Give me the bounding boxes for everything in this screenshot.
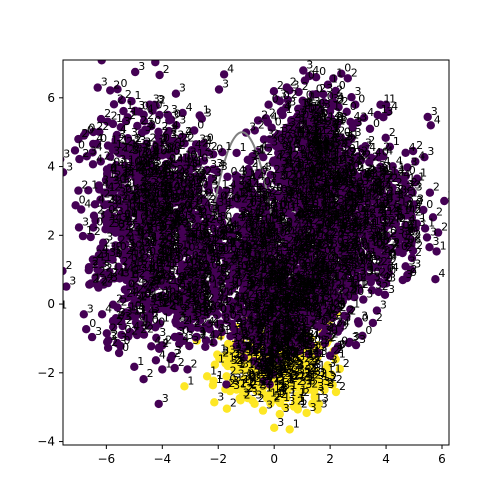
point-label: 2	[161, 134, 168, 147]
point-label: 3	[82, 215, 89, 228]
point-label: 3	[186, 202, 193, 215]
data-point	[311, 367, 320, 376]
point-label: 3	[63, 147, 70, 160]
data-point	[308, 399, 317, 408]
data-point	[327, 370, 336, 379]
data-point	[180, 382, 189, 391]
point-label: 3	[121, 211, 128, 224]
point-label: 2	[129, 109, 136, 122]
points-layer	[63, 60, 449, 434]
point-label: 0	[148, 193, 155, 206]
point-label: 1	[109, 168, 116, 181]
data-point	[274, 376, 283, 386]
point-label: 1	[229, 351, 236, 364]
point-label: 2	[230, 397, 237, 410]
point-label: 3	[250, 370, 257, 383]
point-label: 1	[187, 374, 194, 387]
data-point	[290, 399, 300, 409]
point-label: 2	[96, 120, 103, 133]
data-point	[225, 386, 235, 396]
point-label: 2	[126, 135, 133, 148]
point-label: 0	[78, 138, 85, 151]
data-point	[278, 363, 287, 373]
point-label: 2	[147, 367, 154, 380]
point-label: 3	[242, 358, 249, 371]
point-label: 3	[150, 214, 157, 227]
data-point	[239, 389, 248, 399]
data-point	[275, 370, 284, 379]
data-point	[209, 376, 218, 385]
point-label: 2	[113, 78, 120, 91]
point-label: 2	[121, 192, 128, 205]
point-label: 2	[147, 152, 154, 165]
point-label: 1	[293, 417, 300, 430]
data-point	[302, 408, 311, 418]
point-label: 3	[138, 60, 145, 73]
point-label: 3	[280, 382, 287, 395]
data-point	[210, 398, 219, 407]
point-label: 4	[227, 62, 234, 75]
data-point	[222, 404, 232, 413]
point-label: 3	[66, 160, 73, 173]
point-label: 4	[96, 152, 103, 165]
point-label: 2	[117, 92, 124, 105]
data-point	[232, 385, 241, 394]
point-label: 0	[231, 165, 238, 178]
data-point	[235, 378, 244, 387]
point-label: 3	[157, 203, 164, 216]
point-label: 2	[222, 346, 229, 359]
point-label: 3	[329, 357, 336, 370]
point-label: 3	[179, 82, 186, 95]
data-point	[335, 364, 344, 374]
point-label: 2	[169, 141, 176, 154]
data-point	[272, 389, 281, 398]
point-label: 1	[217, 369, 224, 382]
point-label: 2	[156, 168, 163, 181]
point-label: 3	[190, 145, 197, 158]
point-label: 1	[130, 176, 137, 189]
point-label: 2	[343, 357, 350, 370]
point-label: 1	[110, 212, 117, 225]
point-label: 1	[177, 136, 184, 149]
point-label: 2	[339, 380, 346, 393]
data-point	[302, 376, 311, 385]
point-label: 3	[170, 128, 177, 141]
point-label: 2	[188, 131, 195, 144]
point-label: 2	[163, 63, 170, 76]
point-label: 2	[149, 119, 156, 132]
point-label: 2	[173, 164, 180, 177]
data-point	[289, 366, 298, 375]
data-point	[292, 391, 302, 400]
point-label: 0	[131, 207, 138, 220]
point-label: 2	[126, 160, 133, 173]
point-label: 1	[319, 359, 326, 372]
point-label: 3	[176, 152, 183, 165]
point-label: 2	[136, 161, 143, 174]
data-point	[224, 339, 233, 349]
point-label: 4	[98, 192, 105, 205]
point-label: 3	[217, 390, 224, 403]
point-label: 1	[203, 104, 210, 117]
data-point	[285, 425, 294, 434]
point-label: 0	[116, 248, 123, 261]
data-point	[281, 391, 290, 400]
point-label: 2	[294, 369, 301, 382]
point-label: 0	[96, 216, 103, 229]
point-label: 0	[197, 119, 204, 132]
point-label: 4	[186, 101, 193, 114]
data-point	[210, 360, 220, 369]
data-point	[286, 376, 295, 386]
point-label: 1	[197, 147, 204, 160]
point-label: 1	[91, 178, 98, 191]
point-label: 4	[112, 192, 119, 205]
point-label: 2	[133, 142, 140, 155]
point-label: 3	[222, 78, 229, 91]
point-label: 1	[225, 140, 232, 153]
data-point	[321, 364, 331, 374]
data-point	[331, 387, 341, 397]
point-label: 3	[101, 76, 108, 89]
